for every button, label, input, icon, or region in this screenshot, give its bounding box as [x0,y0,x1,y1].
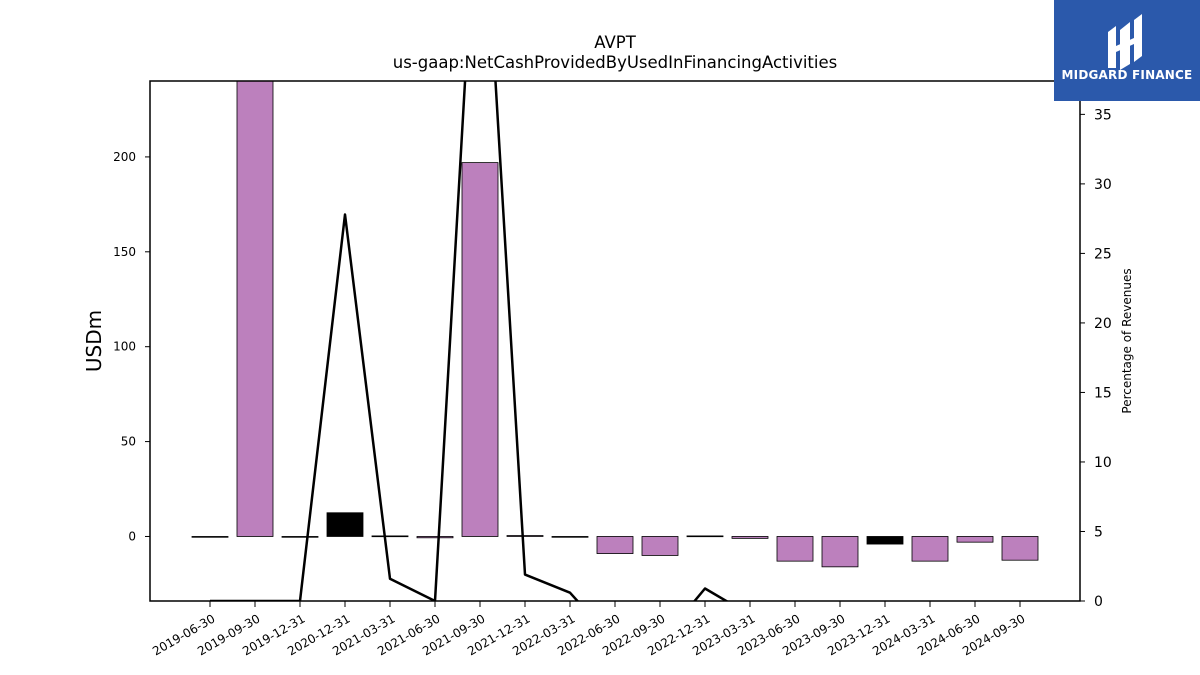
y-tick-label: 50 [121,435,136,449]
bar-2020-12-31 [326,512,364,537]
y-right-tick-label: 20 [1094,316,1112,332]
bar-2019-09-30 [236,81,274,537]
bar-2024-06-30 [956,536,994,543]
y-right-tick-label: 25 [1094,246,1112,262]
y-right-tick-label: 15 [1094,385,1112,401]
brand-name: MIDGARD FINANCE [1061,68,1193,82]
y-axis-right: 0 5 10 15 20 25 30 35 [1080,107,1112,610]
bar-2022-12-31 [686,535,724,538]
chart-subtitle: us-gaap:NetCashProvidedByUsedInFinancing… [393,53,837,72]
plot-frame [149,80,1081,602]
y-tick-label: 150 [113,245,136,259]
bar-2021-09-30 [461,162,499,537]
bar-2023-12-31 [866,536,904,545]
bar-2019-06-30 [191,536,229,538]
bar-2023-03-31 [731,536,769,539]
y-axis-left: 0 50 100 150 200 [113,150,150,543]
bar-2019-12-31 [281,536,319,538]
y-right-tick-label: 30 [1094,177,1112,193]
bar-2021-12-31 [506,535,544,537]
x-axis: 2019-06-302019-09-302019-12-312020-12-31… [150,601,1028,658]
y-right-tick-label: 0 [1094,594,1103,610]
y-right-tick-label: 10 [1094,455,1112,471]
bar-2023-06-30 [776,536,814,562]
bar-2023-09-30 [821,536,859,568]
y-right-tick-label: 35 [1094,107,1112,123]
brand-logo: MIDGARD FINANCE [1054,0,1200,101]
revenue-percentage-line [210,81,729,601]
y-axis-label: USDm [82,310,106,372]
bar-2021-06-30 [416,536,454,539]
y-tick-label: 0 [128,529,136,543]
bar-2022-09-30 [641,536,679,556]
bar-2022-06-30 [596,536,634,554]
line-series [210,81,729,601]
chart-title: AVPT [594,33,636,52]
bar-2022-03-31 [551,536,589,538]
y-tick-label: 100 [113,340,136,354]
y-axis-right-label: Percentage of Revenues [1120,268,1134,413]
bar-series [191,81,1039,568]
bar-2024-03-31 [911,536,949,562]
bar-2024-09-30 [1001,536,1039,561]
midgard-logo-icon [1108,14,1142,70]
y-tick-label: 200 [113,150,136,164]
bar-2021-03-31 [371,535,409,538]
y-right-tick-label: 5 [1094,524,1103,540]
